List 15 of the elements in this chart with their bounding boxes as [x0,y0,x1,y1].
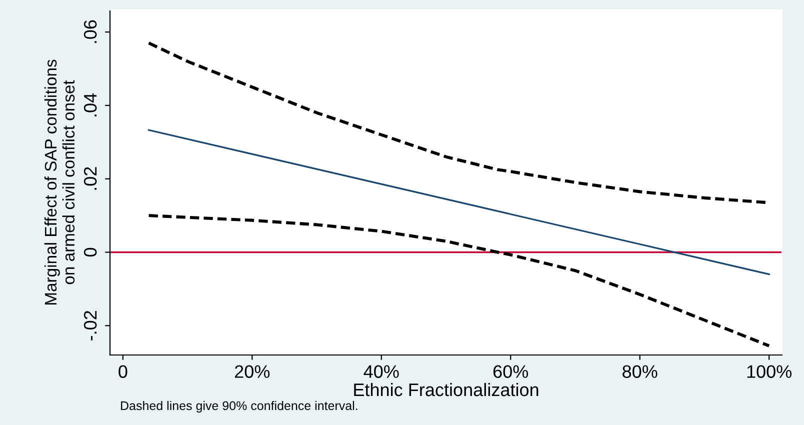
y-tick-label: -.02 [84,310,97,340]
x-tick-label: 80% [622,365,658,378]
y-tick-label: .06 [84,20,97,43]
line-series [147,214,771,348]
y-tick-label: .02 [84,167,97,190]
x-tick-label: 40% [364,365,399,378]
y-axis-title: Marginal Effect of SAP conditions on armed civil conflict onset [44,60,75,305]
x-tick-label: 20% [234,365,270,378]
x-axis-title: Ethnic Fractionalization [354,382,538,396]
y-tick-label: 0 [84,248,97,257]
text: Dashed lines give 90% confidence interval. [121,400,358,413]
x-tick-label: 60% [493,365,528,378]
y-tick-label: .04 [84,93,97,116]
x-tick-label: 100% [747,365,792,378]
x-tick-label: 0 [118,365,128,378]
